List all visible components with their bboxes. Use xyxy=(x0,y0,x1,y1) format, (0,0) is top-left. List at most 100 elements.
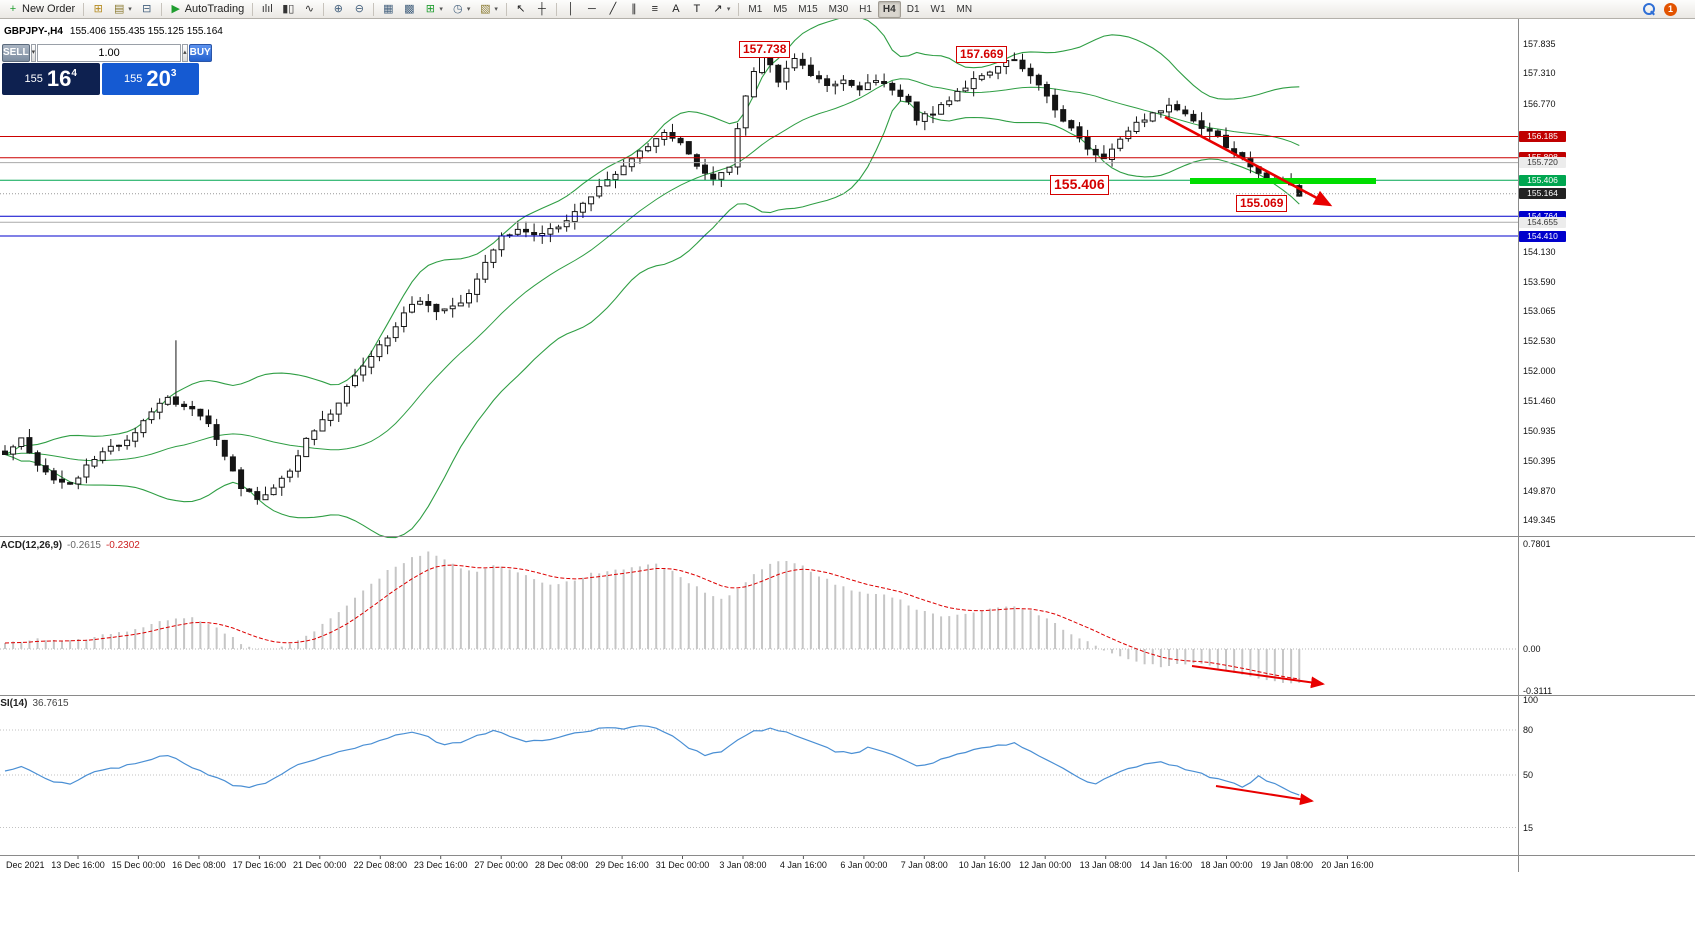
timeframe-w1-button[interactable]: W1 xyxy=(930,3,946,15)
toolbar-separator xyxy=(505,2,507,16)
horizontal-line-icon: ─ xyxy=(587,2,596,15)
new-chart-icon[interactable]: ⊞ xyxy=(88,1,108,18)
chart-price-annotation[interactable]: 155.069 xyxy=(1236,195,1288,212)
sell-price-pips: 16 xyxy=(46,66,72,91)
periods-icon[interactable]: ◷ ▾ xyxy=(448,1,475,18)
text-icon[interactable]: A xyxy=(666,1,686,18)
timeframe-m15-button[interactable]: M15 xyxy=(798,3,818,15)
chevron-down-icon: ▾ xyxy=(726,6,731,13)
buy-price-panel[interactable]: 155 20 3 xyxy=(101,63,199,95)
chart-price-annotation[interactable]: 157.738 xyxy=(739,41,791,58)
chevron-down-icon: ▾ xyxy=(466,6,471,13)
candlestick-chart-icon: ▮▯ xyxy=(282,2,295,15)
toolbar-separator xyxy=(373,2,375,16)
print-icon[interactable]: ⊟ xyxy=(137,1,157,18)
toolbar-separator xyxy=(160,2,162,16)
new-order-button[interactable]: + New Order xyxy=(3,1,79,18)
fibonacci-icon[interactable]: ≡ xyxy=(645,1,665,18)
trendline-icon: ╱ xyxy=(609,2,617,15)
chart-ohlc-values: 155.406 155.435 155.125 155.164 xyxy=(69,26,223,37)
sell-price-integer: 155 xyxy=(24,73,43,85)
notification-badge[interactable]: 1 xyxy=(1664,2,1677,16)
vertical-line-icon[interactable]: │ xyxy=(561,1,581,18)
chart-price-annotation[interactable]: 157.669 xyxy=(956,46,1008,63)
profiles-icon: ▤ xyxy=(113,2,125,15)
sell-price-point: 4 xyxy=(71,68,77,79)
rsi-value: 36.7615 xyxy=(32,698,69,709)
toolbar-separator xyxy=(738,2,740,16)
print-icon: ⊟ xyxy=(142,2,152,15)
chart-symbol-period: GBPJPY-,H4 xyxy=(4,26,63,37)
chart-info-line: GBPJPY-,H4 155.406 155.435 155.125 155.16… xyxy=(4,26,223,37)
macd-indicator-label: MACD(12,26,9) -0.2615 -0.2302 xyxy=(0,540,140,551)
candlestick-chart-icon[interactable]: ▮▯ xyxy=(278,1,298,18)
chevron-down-icon: ▾ xyxy=(494,6,498,13)
templates-icon: ▧ xyxy=(480,2,491,15)
cascade-windows-icon: ▩ xyxy=(404,2,415,15)
toolbar-separator xyxy=(323,2,325,16)
zoom-in-icon[interactable]: ⊕ xyxy=(328,1,348,18)
cursor-icon[interactable]: ↖ xyxy=(511,1,531,18)
toolbar-separator xyxy=(252,2,254,16)
bar-chart-icon: ılıl xyxy=(261,2,273,15)
timeframe-d1-button[interactable]: D1 xyxy=(906,3,920,15)
periods-icon: ◷ xyxy=(453,2,463,15)
equidistant-channel-icon: ∥ xyxy=(631,2,637,15)
macd-signal-value: -0.2302 xyxy=(105,540,140,551)
text-icon: A xyxy=(672,2,680,15)
macd-name: MACD(12,26,9) xyxy=(0,540,63,551)
toolbar-separator xyxy=(555,2,557,16)
horizontal-line-icon[interactable]: ─ xyxy=(582,1,602,18)
autotrading-icon: ▶ xyxy=(171,2,180,15)
tile-windows-icon: ▦ xyxy=(383,2,394,15)
bar-chart-icon[interactable]: ılıl xyxy=(257,1,277,18)
search-icon[interactable] xyxy=(1643,3,1655,15)
rsi-name: RSI(14) xyxy=(0,698,28,709)
buy-price-pips: 20 xyxy=(146,66,171,91)
volume-input[interactable] xyxy=(37,44,182,62)
volume-stepper-button[interactable]: ▴ xyxy=(182,44,188,62)
new-order-button-label: New Order xyxy=(22,3,76,15)
toolbar-separator xyxy=(83,2,85,16)
trendline-icon[interactable]: ╱ xyxy=(603,1,623,18)
timeframe-h4-button[interactable]: H4 xyxy=(877,0,901,18)
arrows-tool-icon[interactable]: ↗ ▾ xyxy=(708,1,735,18)
rsi-indicator-label: RSI(14) 36.7615 xyxy=(0,698,69,709)
toolbar: + New Order ⊞ ▤ ▾ ⊟ ▶ AutoTrading ılıl ▮▯ ∿ ⊕ ⊖ ▦ ▩ ⊞ ▾ ◷… xyxy=(0,0,1695,19)
buy-button[interactable]: BUY xyxy=(188,44,212,62)
timeframe-mn-button[interactable]: MN xyxy=(956,3,973,15)
new-chart-icon: ⊞ xyxy=(93,2,103,15)
timeframe-h1-button[interactable]: H1 xyxy=(859,3,872,15)
sell-price-panel[interactable]: 155 16 4 xyxy=(2,63,100,95)
profiles-icon[interactable]: ▤ ▾ xyxy=(109,1,136,18)
autotrading-button[interactable]: ▶ AutoTrading xyxy=(166,1,249,18)
line-chart-icon[interactable]: ∿ xyxy=(299,1,319,18)
chart-price-annotation[interactable]: 155.406 xyxy=(1050,175,1109,195)
tile-windows-icon[interactable]: ▦ xyxy=(378,1,398,18)
chevron-down-icon: ▾ xyxy=(439,6,443,13)
crosshair-icon: ┼ xyxy=(537,2,546,15)
templates-icon[interactable]: ▧ ▾ xyxy=(475,1,502,18)
timeframe-m30-button[interactable]: M30 xyxy=(828,3,849,15)
zoom-in-icon: ⊕ xyxy=(333,2,343,15)
zoom-out-icon[interactable]: ⊖ xyxy=(349,1,369,18)
new-order-icon: + xyxy=(9,2,17,15)
add-indicator-icon[interactable]: ⊞ ▾ xyxy=(420,1,447,18)
buy-price-integer: 155 xyxy=(124,73,143,85)
volume-dropdown-button[interactable]: ▾ xyxy=(30,44,37,62)
fibonacci-icon: ≡ xyxy=(651,2,659,15)
vertical-line-icon: │ xyxy=(567,2,575,15)
equidistant-channel-icon[interactable]: ∥ xyxy=(624,1,644,18)
timeframe-m5-button[interactable]: M5 xyxy=(773,3,788,15)
autotrading-button-label: AutoTrading xyxy=(184,3,245,15)
timeframe-m1-button[interactable]: M1 xyxy=(748,3,763,15)
one-click-trading-panel[interactable]: SELL ▾ ▴ BUY 155 16 4 155 20 3 xyxy=(2,44,212,95)
text-label-icon[interactable]: T xyxy=(687,1,707,18)
arrows-tool-icon: ↗ xyxy=(713,2,723,15)
crosshair-icon[interactable]: ┼ xyxy=(532,1,552,18)
cascade-windows-icon[interactable]: ▩ xyxy=(399,1,419,18)
sell-button[interactable]: SELL xyxy=(2,44,30,62)
cursor-icon: ↖ xyxy=(516,2,526,15)
